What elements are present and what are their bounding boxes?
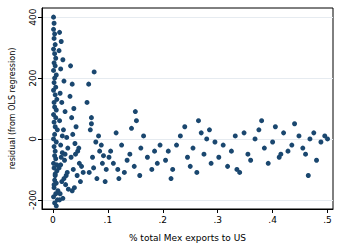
svg-text:400: 400 xyxy=(28,8,38,25)
svg-text:.2: .2 xyxy=(158,215,167,225)
svg-text:residual (from OLS regression): residual (from OLS regression) xyxy=(8,48,17,170)
svg-text:0: 0 xyxy=(50,215,56,225)
svg-text:.4: .4 xyxy=(268,215,277,225)
svg-text:.1: .1 xyxy=(104,215,113,225)
svg-text:200: 200 xyxy=(28,69,38,86)
svg-text:.3: .3 xyxy=(213,215,222,225)
svg-text:-200: -200 xyxy=(28,189,38,210)
svg-text:% total Mex exports to US: % total Mex exports to US xyxy=(129,233,246,243)
svg-text:.5: .5 xyxy=(323,215,332,225)
svg-text:0: 0 xyxy=(28,136,38,142)
